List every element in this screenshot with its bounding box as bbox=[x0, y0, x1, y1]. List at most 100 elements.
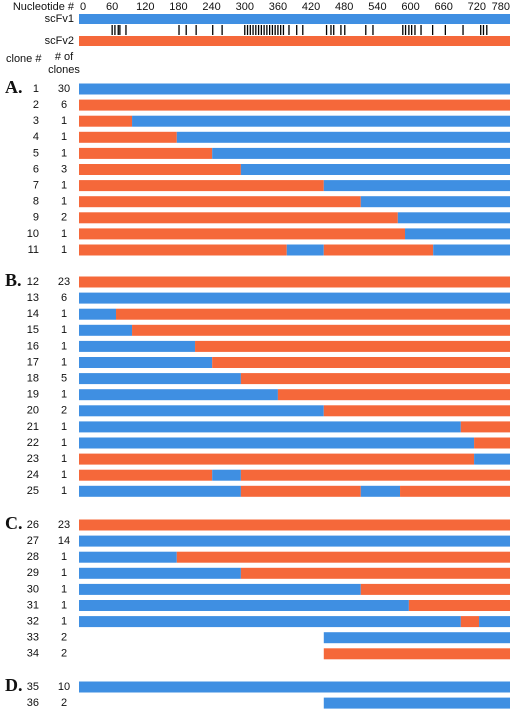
clone-number: 2 bbox=[33, 99, 39, 111]
segment bbox=[79, 324, 133, 336]
clone-count: 1 bbox=[61, 453, 67, 465]
clone-count: 1 bbox=[61, 421, 67, 433]
segment bbox=[79, 583, 361, 595]
segment bbox=[323, 244, 434, 256]
segment bbox=[79, 228, 406, 240]
x-tick-label: 720 bbox=[468, 1, 486, 13]
clone-count: 1 bbox=[61, 551, 67, 563]
segment bbox=[323, 632, 510, 644]
x-tick-label: 480 bbox=[335, 1, 353, 13]
clone-count: 23 bbox=[58, 276, 70, 288]
clone-count: 1 bbox=[61, 389, 67, 401]
clone-count: 1 bbox=[61, 180, 67, 192]
segment bbox=[277, 389, 510, 401]
x-tick-label: 180 bbox=[169, 1, 187, 13]
x-tick-label: 300 bbox=[236, 1, 254, 13]
clone-number: 22 bbox=[27, 437, 39, 449]
parent-label: scFv2 bbox=[45, 35, 74, 47]
segment bbox=[79, 373, 241, 385]
parent-bar bbox=[79, 14, 510, 24]
clone-number: 29 bbox=[27, 567, 39, 579]
x-tick-label: 780 bbox=[492, 1, 510, 13]
clone-number: 5 bbox=[33, 147, 39, 159]
clone-number: 10 bbox=[27, 228, 39, 240]
clone-header: clone # bbox=[6, 53, 42, 65]
clone-number: 25 bbox=[27, 485, 39, 497]
clone-count: 23 bbox=[58, 519, 70, 531]
clone-count: 2 bbox=[61, 697, 67, 709]
segment bbox=[79, 567, 241, 579]
x-tick-label: 360 bbox=[269, 1, 287, 13]
clone-number: 28 bbox=[27, 551, 39, 563]
parent-bar bbox=[79, 36, 510, 46]
clone-number: 9 bbox=[33, 212, 39, 224]
segment bbox=[286, 244, 324, 256]
clone-number: 8 bbox=[33, 196, 39, 208]
segment bbox=[79, 180, 324, 192]
segment bbox=[116, 308, 511, 320]
clone-count: 14 bbox=[58, 535, 70, 547]
clone-number: 14 bbox=[27, 308, 39, 320]
segment bbox=[79, 437, 475, 449]
segment bbox=[132, 115, 511, 127]
segment bbox=[79, 551, 177, 563]
clone-count: 1 bbox=[61, 131, 67, 143]
segment bbox=[79, 357, 213, 368]
clone-number: 36 bbox=[27, 697, 39, 709]
segment bbox=[360, 583, 510, 595]
group-label: B. bbox=[5, 270, 22, 290]
clone-count: 1 bbox=[61, 244, 67, 256]
segment bbox=[79, 244, 287, 256]
segment bbox=[79, 276, 510, 288]
segment bbox=[79, 308, 117, 320]
clone-count: 2 bbox=[61, 212, 67, 224]
clone-count: 2 bbox=[61, 632, 67, 644]
segment bbox=[212, 147, 510, 159]
clone-number: 12 bbox=[27, 276, 39, 288]
segment bbox=[79, 469, 213, 481]
segment bbox=[79, 292, 510, 304]
clone-number: 35 bbox=[27, 681, 39, 693]
group-label: A. bbox=[5, 77, 23, 97]
x-tick-label: 420 bbox=[302, 1, 320, 13]
segment bbox=[460, 421, 510, 433]
x-tick-label: 60 bbox=[106, 1, 118, 13]
segment bbox=[79, 485, 241, 497]
clone-number: 33 bbox=[27, 632, 39, 644]
segment bbox=[79, 616, 461, 628]
clone-number: 13 bbox=[27, 292, 39, 304]
segment bbox=[79, 519, 510, 531]
segment bbox=[79, 681, 510, 693]
segment bbox=[323, 648, 510, 660]
segment bbox=[323, 697, 510, 709]
segment bbox=[79, 421, 461, 433]
segment bbox=[240, 469, 510, 481]
x-tick-label: 600 bbox=[401, 1, 419, 13]
clone-count: 2 bbox=[61, 648, 67, 660]
group-label: D. bbox=[5, 675, 23, 695]
segment bbox=[360, 485, 401, 497]
segment bbox=[474, 437, 510, 449]
clone-count: 1 bbox=[61, 469, 67, 481]
segment bbox=[79, 164, 241, 175]
segment bbox=[323, 180, 510, 192]
clone-count: 1 bbox=[61, 228, 67, 240]
segment bbox=[79, 83, 510, 95]
count-header: # of bbox=[55, 51, 74, 63]
segment bbox=[79, 340, 196, 352]
segment bbox=[79, 99, 510, 111]
parent-label: scFv1 bbox=[45, 13, 74, 25]
clone-number: 6 bbox=[33, 163, 39, 175]
segment bbox=[79, 405, 324, 417]
segment bbox=[79, 131, 177, 143]
clone-count: 1 bbox=[61, 616, 67, 628]
clone-count: 1 bbox=[61, 324, 67, 336]
group-label: C. bbox=[5, 513, 23, 533]
segment bbox=[240, 567, 510, 579]
segment bbox=[79, 115, 133, 127]
segment bbox=[240, 485, 361, 497]
clone-number: 31 bbox=[27, 599, 39, 611]
segment bbox=[212, 469, 241, 481]
segment bbox=[397, 212, 510, 224]
